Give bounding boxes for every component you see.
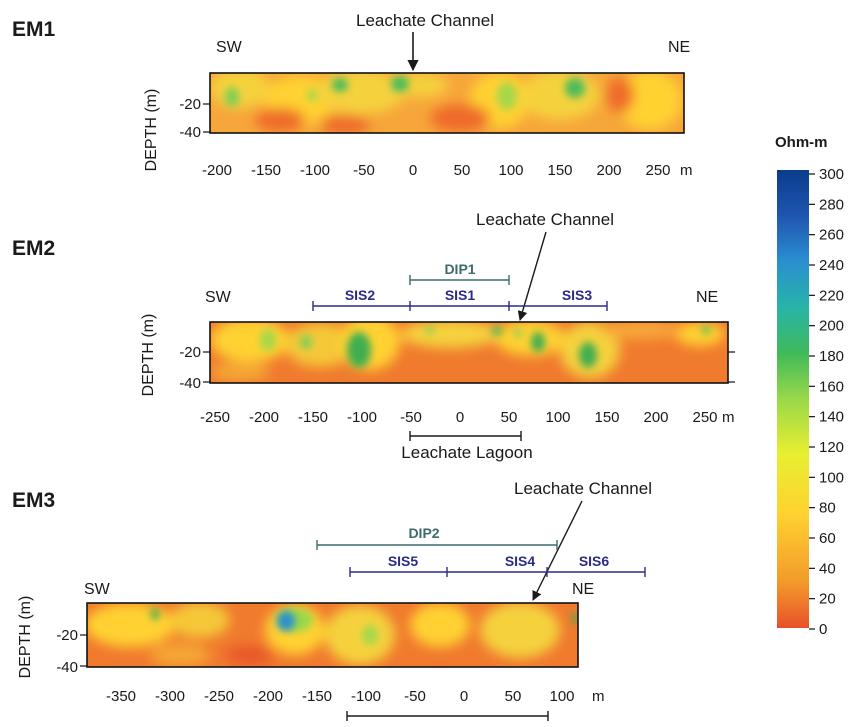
x-unit: m	[592, 688, 605, 705]
colorbar-tick-label: 220	[819, 287, 844, 304]
x-tick: -100	[347, 409, 377, 426]
colorbar-tick-label: 60	[819, 530, 836, 547]
sw-label: SW	[84, 581, 111, 598]
x-tick: 200	[643, 409, 668, 426]
depth-tick: -40	[56, 659, 78, 676]
x-tick: -350	[106, 688, 136, 705]
x-tick: -50	[404, 688, 426, 705]
profile-em2: EM2 SW NE Leachate Channel DIP1 SIS2 SIS…	[12, 210, 735, 462]
sw-label: SW	[216, 39, 243, 56]
profile-title: EM3	[12, 489, 55, 512]
colorbar-tick-label: 180	[819, 348, 844, 365]
colorbar-title: Ohm-m	[775, 134, 828, 151]
resistivity-section	[210, 322, 728, 383]
x-tick: -150	[251, 162, 281, 179]
x-tick: 50	[501, 409, 518, 426]
segment-label-dip2: DIP2	[408, 525, 439, 541]
x-tick: -50	[353, 162, 375, 179]
profile-em1: EM1 SW NE Leachate Channel DEPTH (m)	[12, 11, 693, 179]
x-tick: 200	[596, 162, 621, 179]
colorbar-tick-label: 280	[819, 196, 844, 213]
x-axis-ticks: -350 -300 -250 -200 -150 -100 -50 0 50 1…	[106, 688, 605, 705]
x-tick: 100	[549, 688, 574, 705]
x-tick: 0	[456, 409, 464, 426]
profile-title: EM2	[12, 237, 55, 260]
ne-label: NE	[696, 289, 718, 306]
x-tick: -50	[400, 409, 422, 426]
sw-label: SW	[205, 289, 232, 306]
colorbar-tick-label: 300	[819, 166, 844, 183]
leachate-channel-label: Leachate Channel	[514, 479, 652, 498]
x-tick: -300	[155, 688, 185, 705]
segment-label-dip1: DIP1	[444, 261, 475, 277]
x-tick: 100	[498, 162, 523, 179]
section-frame	[209, 72, 685, 134]
segment-label-sis2: SIS2	[345, 287, 376, 303]
x-tick: -200	[253, 688, 283, 705]
leachate-channel-arrow	[517, 231, 547, 321]
x-tick: 50	[505, 688, 522, 705]
colorbar-tick-label: 240	[819, 257, 844, 274]
x-tick: -100	[351, 688, 381, 705]
colorbar-ticks: 3002802602402202001801601401201008060402…	[809, 166, 844, 638]
x-tick: 50	[454, 162, 471, 179]
x-tick: -100	[300, 162, 330, 179]
colorbar-gradient	[777, 170, 809, 628]
x-axis-ticks: -250 -200 -150 -100 -50 0 50 100 150 200…	[200, 409, 735, 426]
depth-tick: -20	[179, 344, 201, 361]
x-unit: m	[680, 162, 693, 179]
x-tick: -200	[202, 162, 232, 179]
depth-tick: -40	[179, 124, 201, 141]
colorbar-tick-label: 20	[819, 591, 836, 608]
colorbar-tick-label: 80	[819, 500, 836, 517]
colorbar-tick-label: 120	[819, 439, 844, 456]
colorbar-tick-label: 100	[819, 469, 844, 486]
profile-em3: EM3 SW NE Leachate Channel DIP2 SIS5 SIS…	[12, 479, 652, 721]
x-axis-ticks: -200 -150 -100 -50 0 50 100 150 200 250 …	[202, 162, 693, 179]
ne-label: NE	[572, 581, 594, 598]
x-tick: 250	[692, 409, 717, 426]
depth-axis-label: DEPTH (m)	[17, 596, 34, 679]
x-tick: -250	[204, 688, 234, 705]
resistivity-section	[87, 603, 578, 667]
x-tick: 0	[409, 162, 417, 179]
x-tick: 0	[460, 688, 468, 705]
x-tick: 150	[594, 409, 619, 426]
depth-tick: -20	[56, 627, 78, 644]
depth-axis-label: DEPTH (m)	[143, 89, 160, 172]
segment-label-sis4: SIS4	[505, 553, 536, 569]
leachate-lagoon-label: Leachate Lagoon	[401, 443, 532, 462]
leachate-channel-label: Leachate Channel	[476, 210, 614, 229]
colorbar-tick-label: 160	[819, 378, 844, 395]
x-tick: 100	[545, 409, 570, 426]
depth-tick: -40	[179, 375, 201, 392]
segment-label-sis3: SIS3	[562, 287, 593, 303]
colorbar-tick-label: 0	[819, 621, 827, 638]
colorbar-tick-label: 40	[819, 560, 836, 577]
x-tick: -150	[302, 688, 332, 705]
colorbar: Ohm-m 3002802602402202001801601401201008…	[775, 134, 844, 638]
depth-tick: -20	[179, 96, 201, 113]
colorbar-tick-label: 260	[819, 227, 844, 244]
x-tick: 250	[645, 162, 670, 179]
depth-axis-label: DEPTH (m)	[140, 314, 157, 397]
x-unit: m	[722, 409, 735, 426]
segment-label-sis5: SIS5	[388, 553, 419, 569]
ne-label: NE	[668, 39, 690, 56]
colorbar-tick-label: 140	[819, 409, 844, 426]
leachate-channel-arrow	[532, 500, 583, 601]
leachate-channel-label: Leachate Channel	[356, 11, 494, 30]
colorbar-tick-label: 200	[819, 318, 844, 335]
segment-label-sis1: SIS1	[445, 287, 476, 303]
x-tick: -150	[298, 409, 328, 426]
segment-label-sis6: SIS6	[579, 553, 610, 569]
resistivity-section	[210, 73, 684, 133]
x-tick: 150	[547, 162, 572, 179]
profile-title: EM1	[12, 18, 56, 41]
x-tick: -200	[249, 409, 279, 426]
x-tick: -250	[200, 409, 230, 426]
